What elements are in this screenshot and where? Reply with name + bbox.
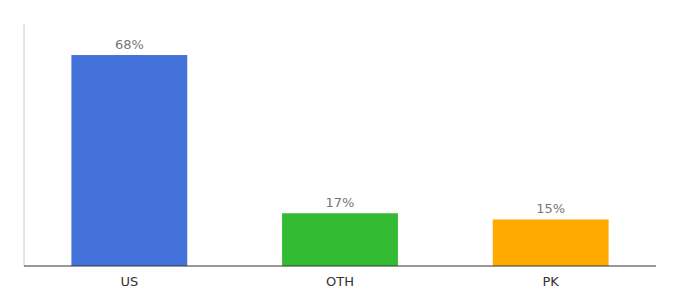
bars — [71, 55, 608, 266]
bar — [493, 219, 609, 266]
x-tick-label: PK — [542, 274, 559, 289]
data-label: 17% — [326, 195, 355, 210]
chart-container: US OTH PK 68% 17% 15% — [0, 0, 680, 300]
y-axis-line — [24, 24, 25, 266]
x-tick-label: OTH — [326, 274, 354, 289]
chart: US OTH PK 68% 17% 15% — [0, 0, 680, 300]
bar — [71, 55, 187, 266]
bar — [282, 213, 398, 266]
x-tick-label: US — [120, 274, 138, 289]
data-label: 68% — [115, 37, 144, 52]
data-label: 15% — [536, 201, 565, 216]
x-axis-line — [24, 266, 656, 267]
